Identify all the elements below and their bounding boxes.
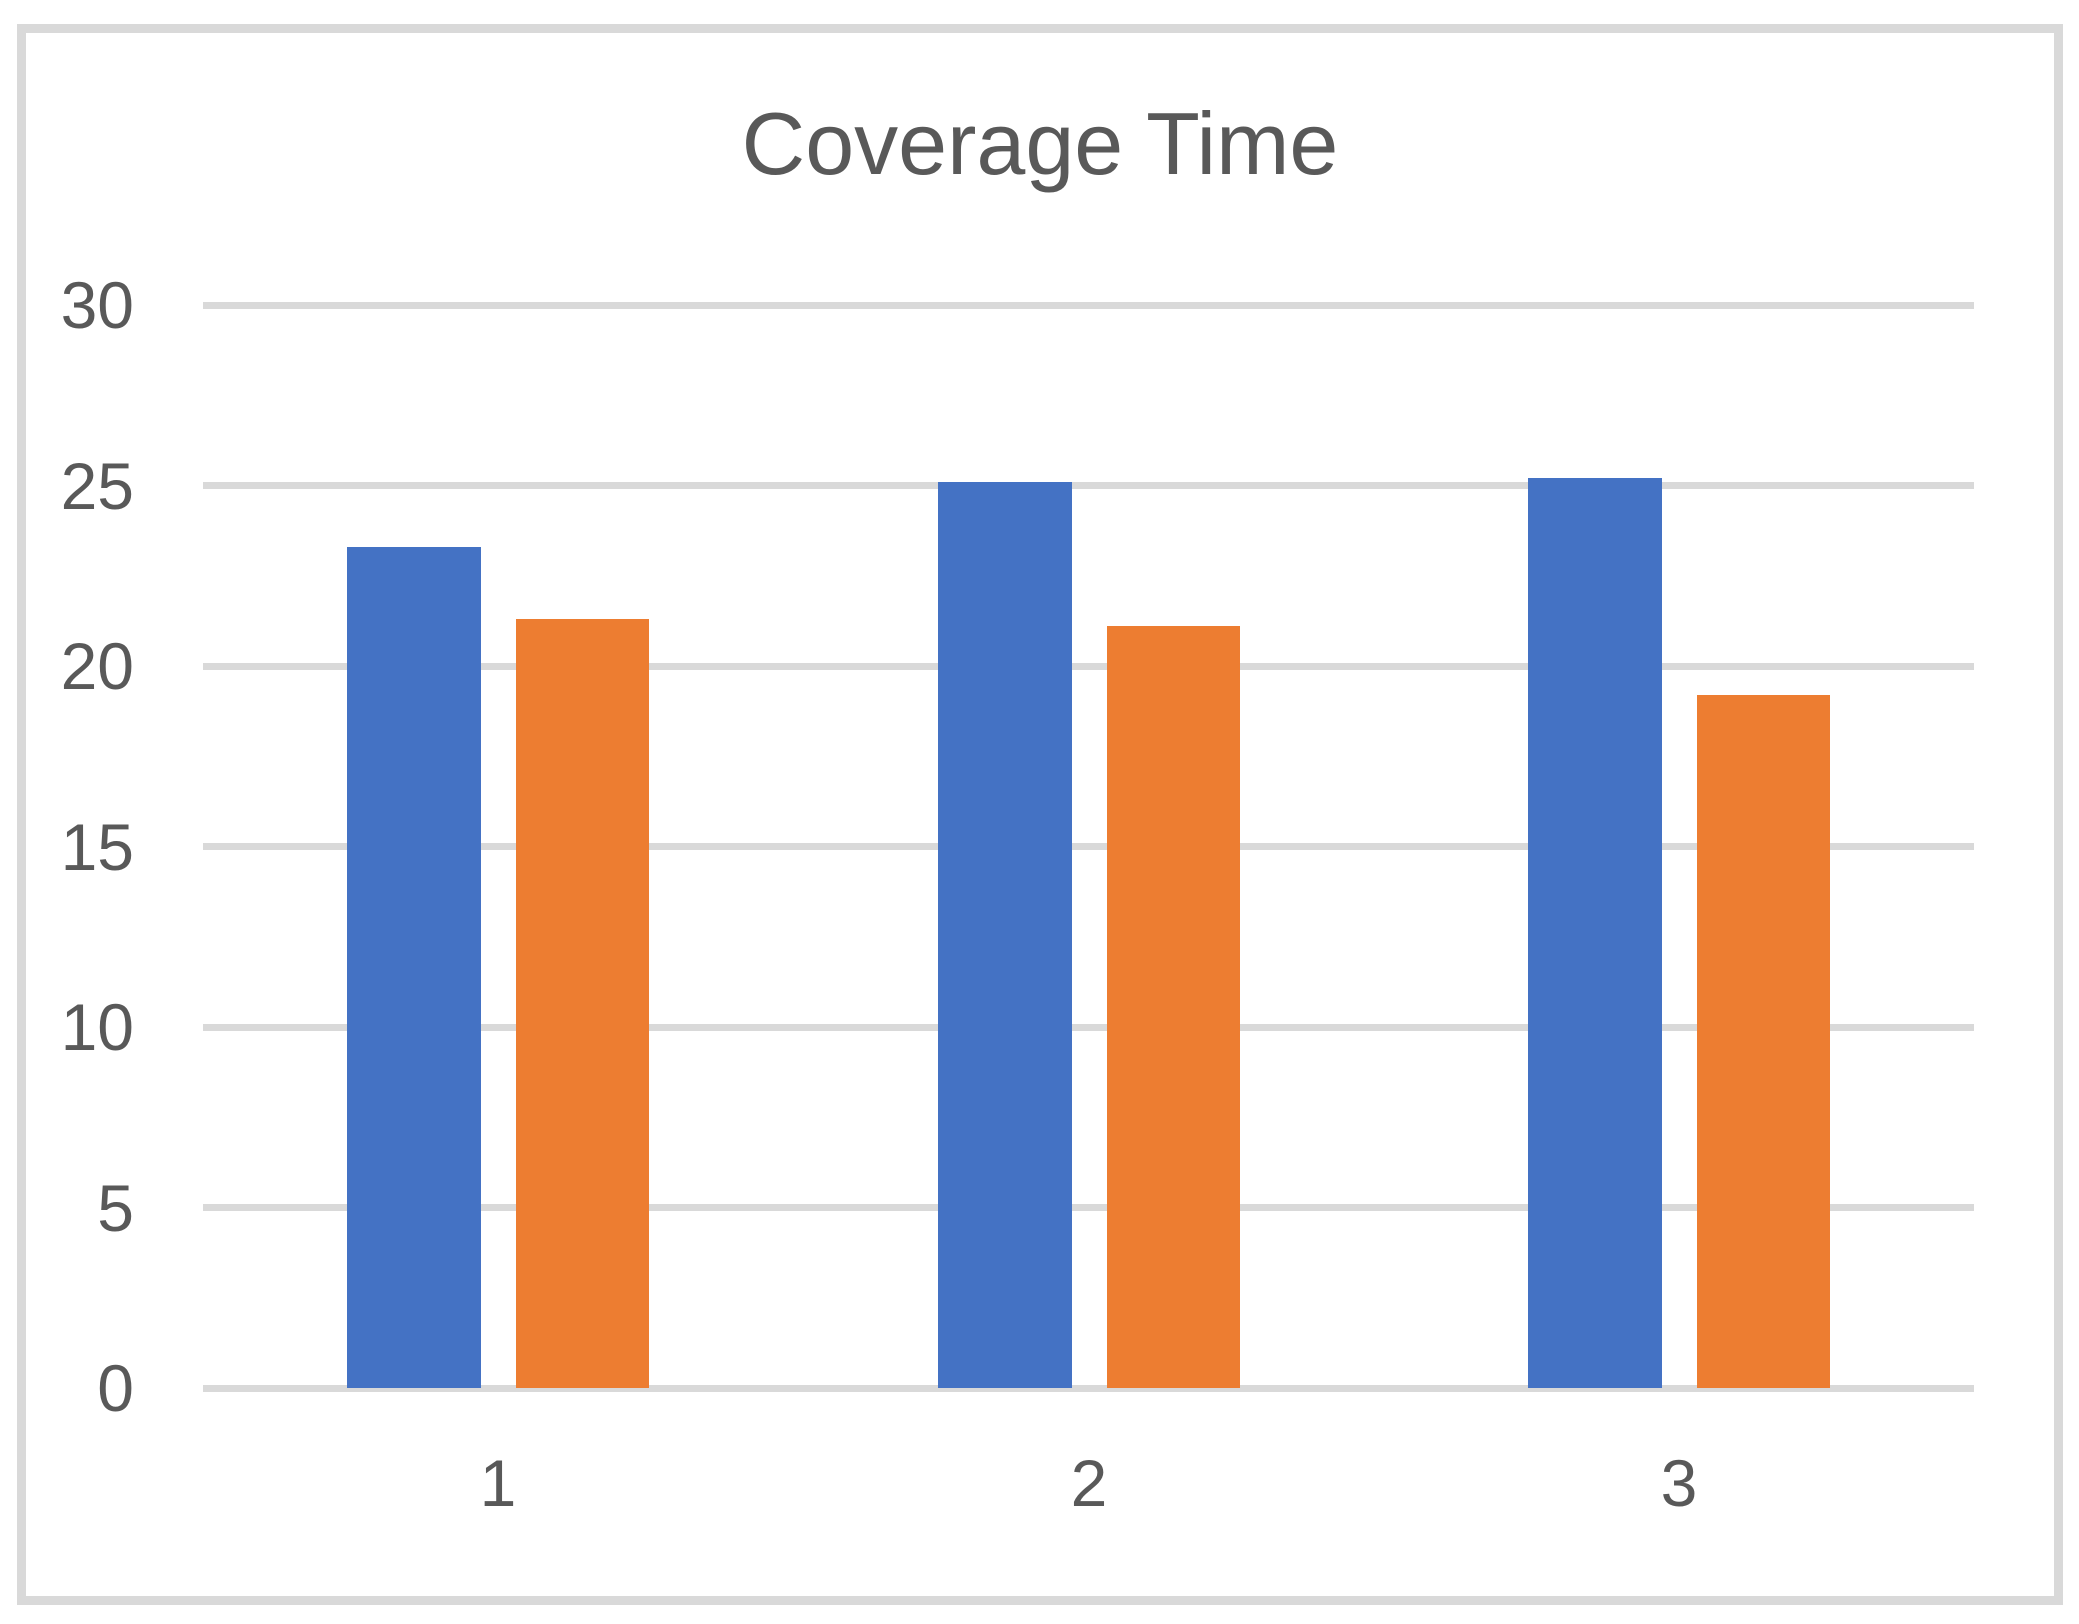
x-axis-category-label: 3 <box>1660 1446 1698 1520</box>
x-axis-category-label: 2 <box>1070 1446 1108 1520</box>
gridline <box>203 1023 1974 1031</box>
y-axis-tick-label: 15 <box>60 809 134 884</box>
gridline <box>203 662 1974 670</box>
y-axis-tick-label: 10 <box>60 990 134 1064</box>
bar-series-blue-cat1 <box>347 547 481 1388</box>
chart-title: Coverage Time <box>741 94 1339 193</box>
y-axis-tick-label: 20 <box>60 629 134 703</box>
bar-series-orange-cat3 <box>1697 695 1830 1388</box>
x-axis-category-label: 1 <box>479 1446 517 1520</box>
y-axis-tick-label: 0 <box>97 1351 134 1425</box>
gridline <box>203 843 1974 850</box>
y-axis-tick-label: 25 <box>60 448 134 523</box>
y-axis-tick-label: 5 <box>97 1170 134 1245</box>
bar-series-blue-cat3 <box>1528 478 1662 1388</box>
gridline <box>203 301 1974 309</box>
y-axis-tick-label: 30 <box>60 268 134 342</box>
gridline <box>203 1204 1974 1211</box>
gridline <box>203 482 1974 489</box>
x-axis-baseline <box>203 1384 1974 1392</box>
bar-series-orange-cat1 <box>516 619 649 1388</box>
bar-series-blue-cat2 <box>938 482 1072 1388</box>
bar-series-orange-cat2 <box>1107 626 1240 1388</box>
